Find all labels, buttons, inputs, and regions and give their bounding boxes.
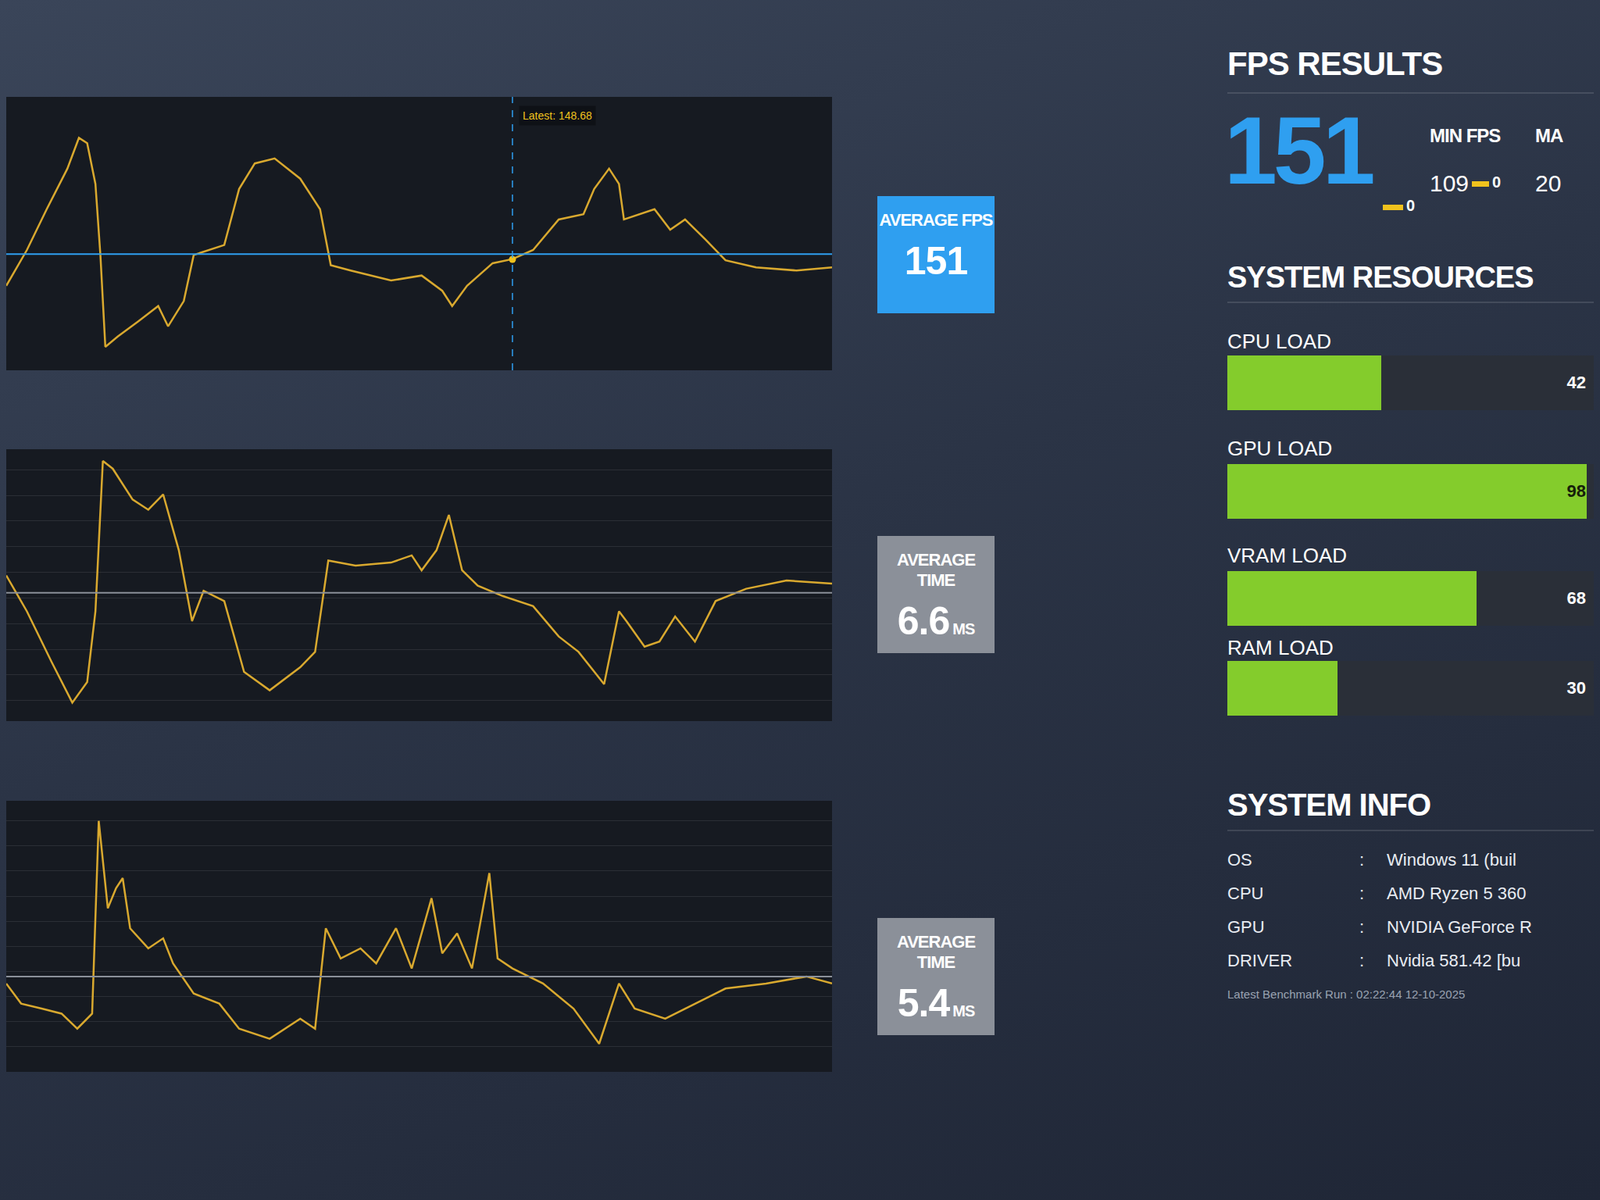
html-text:0: 0 (1492, 173, 1501, 191)
html-text:98: 98 (1566, 481, 1586, 501)
html-text:AVERAGE FPS: AVERAGE FPS (879, 210, 993, 230)
html-text:SYSTEM INFO: SYSTEM INFO (1227, 787, 1431, 822)
html-text:0: 0 (1406, 196, 1415, 215)
html-text:CPU: CPU (1227, 883, 1264, 904)
html-text:MIN FPS: MIN FPS (1429, 125, 1501, 147)
html-text:RAM LOAD: RAM LOAD (1227, 635, 1334, 660)
html-text:151: 151 (904, 239, 968, 283)
html-text:OS: OS (1227, 850, 1253, 870)
html-text:MS: MS (952, 620, 975, 638)
html-text:Nvidia 581.42 [bu: Nvidia 581.42 [bu (1386, 950, 1521, 971)
html-text:109: 109 (1429, 170, 1469, 197)
html-text:Latest Benchmark Run : 02:22:4: Latest Benchmark Run : 02:22:44 12-10-20… (1227, 987, 1466, 1001)
html-text:30: 30 (1566, 678, 1586, 698)
html-text:CPU LOAD: CPU LOAD (1227, 329, 1332, 354)
html-text:68: 68 (1566, 588, 1586, 608)
html-text:Windows 11 (buil: Windows 11 (buil (1386, 850, 1517, 870)
html-text:FPS RESULTS: FPS RESULTS (1227, 45, 1443, 83)
html-text:5.4: 5.4 (897, 981, 950, 1025)
html-text:6.6: 6.6 (897, 599, 950, 643)
html-text:AMD Ryzen 5 360: AMD Ryzen 5 360 (1386, 883, 1527, 904)
html-text:151: 151 (1224, 97, 1372, 204)
html-text:VRAM LOAD: VRAM LOAD (1227, 543, 1348, 568)
html-text:AVERAGE TIME: AVERAGE TIME (896, 550, 976, 590)
html-text:NVIDIA GeForce R: NVIDIA GeForce R (1386, 917, 1532, 937)
html-text:GPU: GPU (1227, 917, 1265, 937)
html-text:MS: MS (952, 1002, 975, 1020)
html-text:AVERAGE TIME: AVERAGE TIME (896, 932, 976, 972)
html-text:DRIVER: DRIVER (1227, 950, 1293, 971)
html-text:20: 20 (1535, 170, 1562, 197)
html-text:42: 42 (1566, 372, 1586, 393)
html-text:MA: MA (1535, 125, 1563, 147)
html-text:SYSTEM RESOURCES: SYSTEM RESOURCES (1227, 260, 1534, 294)
html-text:GPU LOAD: GPU LOAD (1227, 436, 1333, 461)
svg-text:Latest: 148.68: Latest: 148.68 (522, 109, 593, 122)
